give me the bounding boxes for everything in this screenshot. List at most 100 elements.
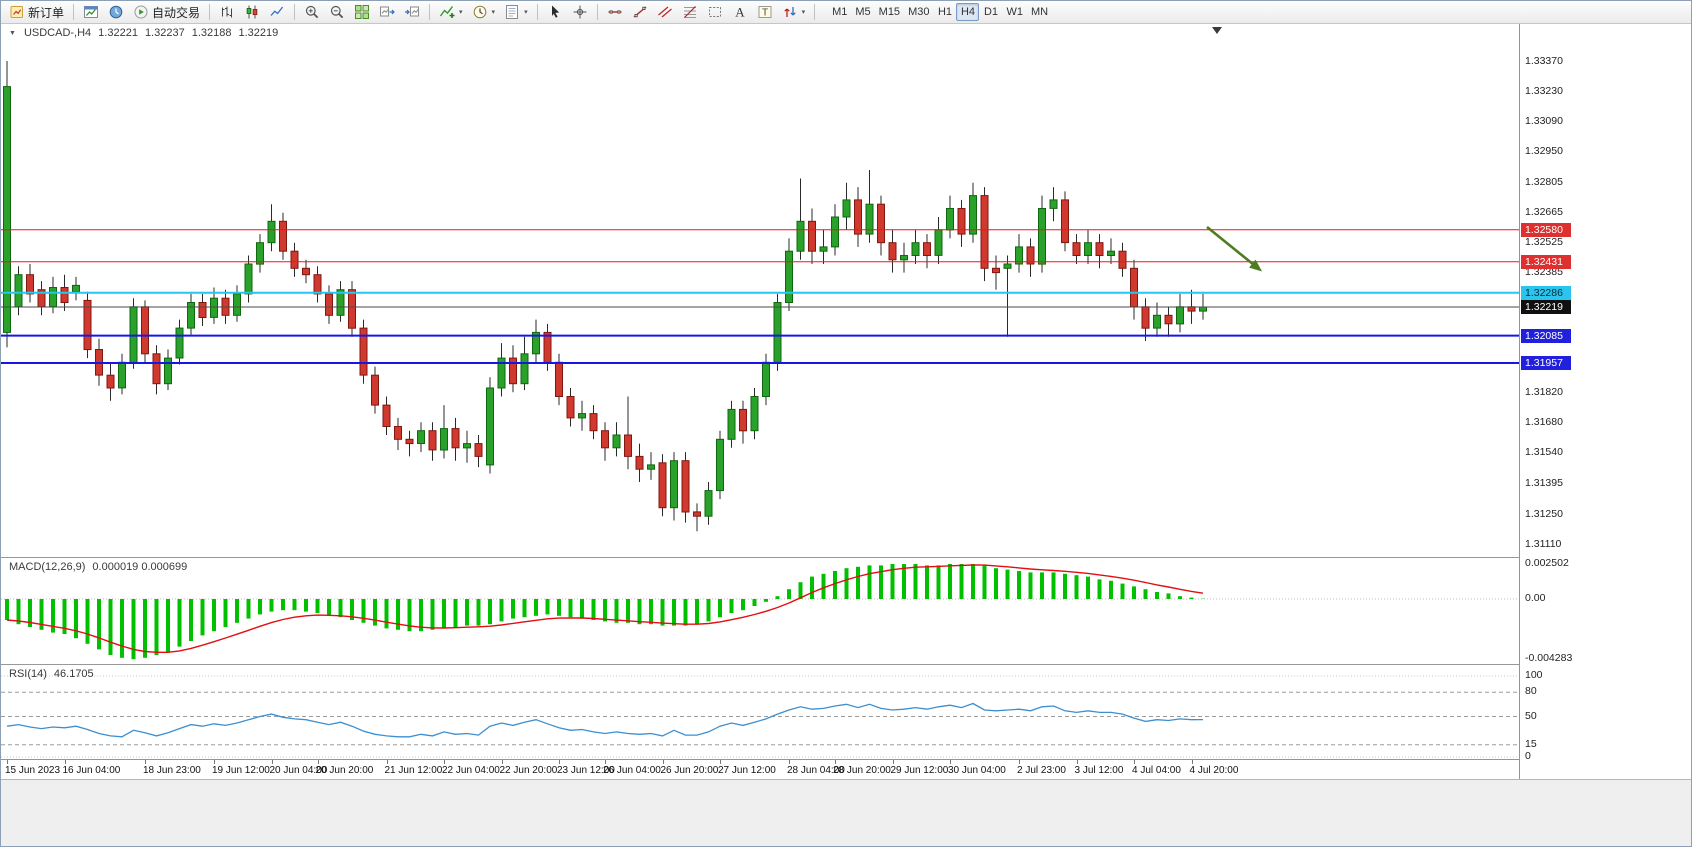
- candle-down: [325, 293, 333, 316]
- chart-collapse-icon[interactable]: ▼: [9, 29, 16, 37]
- timeframe-m5[interactable]: M5: [855, 6, 871, 18]
- crosshair-button[interactable]: [568, 2, 592, 22]
- time-axis-label: 22 Jun 04:00: [442, 765, 500, 776]
- candle-down: [359, 327, 368, 376]
- new-order-button[interactable]: 新订单: [5, 2, 68, 22]
- candle-down: [589, 413, 598, 432]
- macd-panel[interactable]: MACD(12,26,9) 0.000019 0.000699: [1, 557, 1519, 664]
- timeframe-w1[interactable]: W1: [1006, 6, 1023, 18]
- candle-up: [210, 297, 218, 318]
- shift-marker-icon[interactable]: [1212, 27, 1222, 34]
- periods-button[interactable]: ▾: [468, 2, 500, 22]
- candle-up: [831, 216, 839, 248]
- timeframe-mn[interactable]: MN: [1030, 6, 1049, 18]
- autotrading-button[interactable]: 自动交易: [129, 2, 204, 22]
- arrows-button[interactable]: ▾: [778, 2, 810, 22]
- text-button[interactable]: A: [728, 2, 752, 22]
- text-label-icon: T: [757, 4, 773, 20]
- candle-up: [796, 220, 805, 252]
- rsi-chart[interactable]: [1, 665, 1519, 759]
- candle-up: [532, 331, 540, 355]
- horizontal-line-button[interactable]: [603, 2, 627, 22]
- time-axis-tick: [271, 760, 273, 764]
- indicators-button[interactable]: ▾: [435, 2, 467, 22]
- time-axis-tick: [789, 760, 790, 764]
- rsi-axis-label: 50: [1525, 710, 1537, 722]
- candle-up: [497, 357, 506, 389]
- time-axis-label: 28 Jun 04:00: [787, 765, 845, 776]
- candle-up: [187, 302, 195, 329]
- zoom-in-button[interactable]: [300, 2, 324, 22]
- trend-arrow[interactable]: [1206, 225, 1260, 271]
- timeframe-h4[interactable]: H4: [956, 3, 980, 21]
- text-label-button[interactable]: T: [753, 2, 777, 22]
- toolbar-separator: [596, 4, 598, 20]
- line-chart-button[interactable]: [265, 2, 289, 22]
- tile-windows-button[interactable]: [350, 2, 374, 22]
- templates-button[interactable]: ▾: [500, 2, 532, 22]
- candle-up: [3, 86, 11, 333]
- candle-up: [842, 199, 851, 218]
- candle-up: [1107, 250, 1115, 256]
- candle-up: [336, 289, 345, 316]
- time-axis-tick: [950, 760, 951, 764]
- tile-windows-icon: [354, 4, 370, 20]
- zoom-out-icon: [329, 4, 345, 20]
- cursor-button[interactable]: [543, 2, 567, 22]
- time-axis-label: 23 Jun 12:00: [557, 765, 615, 776]
- candle-down: [1141, 306, 1150, 329]
- candlestick-chart[interactable]: [1, 24, 1519, 557]
- timeframe-h1[interactable]: H1: [937, 6, 952, 18]
- zoom-out-button[interactable]: [325, 2, 349, 22]
- price-axis[interactable]: 1.33370 1.33230 1.33090 1.32950 1.32805 1.326…: [1519, 24, 1691, 779]
- new-order-button-label: 新订单: [28, 5, 65, 20]
- profiles-button[interactable]: [104, 2, 128, 22]
- candle-up: [946, 208, 954, 231]
- macd-axis-label: -0.004283: [1525, 652, 1573, 664]
- shapes-button[interactable]: [703, 2, 727, 22]
- time-axis-label: 26 Jun 04:00: [603, 765, 661, 776]
- macd-axis-label: 0.002502: [1525, 557, 1569, 569]
- status-area: [1, 779, 1691, 846]
- timeframe-m1[interactable]: M1: [832, 6, 848, 18]
- price-axis-label: 1.32385: [1525, 266, 1563, 278]
- time-axis[interactable]: 15 Jun 2023 16 Jun 04:00 18 Jun 23:00 19 Ju…: [1, 759, 1519, 779]
- timeframe-m30[interactable]: M30: [908, 6, 930, 18]
- chart-shift-button[interactable]: [400, 2, 424, 22]
- text-icon: A: [732, 4, 748, 20]
- price-chart-panel[interactable]: ▼ USDCAD-,H4 1.32221 1.32237 1.32188 1.3…: [1, 24, 1519, 557]
- price-axis-label: 1.32525: [1525, 236, 1563, 248]
- candlestick-icon: [244, 4, 260, 20]
- macd-chart[interactable]: [1, 558, 1519, 664]
- time-axis-label: 4 Jul 04:00: [1132, 765, 1181, 776]
- timeframe-m15[interactable]: M15: [878, 6, 901, 18]
- candle-down: [624, 434, 632, 457]
- timeframe-d1[interactable]: D1: [983, 6, 998, 18]
- candle-down: [60, 287, 69, 303]
- candle-up: [417, 430, 425, 445]
- candle-down: [83, 299, 92, 351]
- charts-button[interactable]: [79, 2, 103, 22]
- chevron-down-icon: ▾: [459, 9, 463, 16]
- macd-signal-line: [6, 564, 1204, 654]
- trendline-button[interactable]: [628, 2, 652, 22]
- autotrading-button-label: 自动交易: [152, 5, 201, 20]
- candle-up: [175, 327, 184, 359]
- bar-chart-button[interactable]: [215, 2, 239, 22]
- level-price-badge: 1.31957: [1521, 356, 1571, 370]
- price-axis-label: 1.31680: [1525, 416, 1563, 428]
- fibonacci-button[interactable]: [678, 2, 702, 22]
- candle-up: [716, 438, 724, 492]
- chart-low-value: 1.32188: [191, 27, 232, 39]
- toolbar-separator: [209, 4, 211, 20]
- channel-button[interactable]: [653, 2, 677, 22]
- level-price-badge: 1.32580: [1521, 223, 1571, 237]
- auto-scroll-button[interactable]: [375, 2, 399, 22]
- candle-up: [819, 246, 828, 252]
- chart-shift-icon: [404, 4, 420, 20]
- candlestick-chart-button[interactable]: [240, 2, 264, 22]
- candle-up: [750, 396, 759, 432]
- time-axis-label: 18 Jun 23:00: [143, 765, 201, 776]
- rsi-panel[interactable]: RSI(14) 46.1705: [1, 664, 1519, 759]
- channel-icon: [657, 4, 673, 20]
